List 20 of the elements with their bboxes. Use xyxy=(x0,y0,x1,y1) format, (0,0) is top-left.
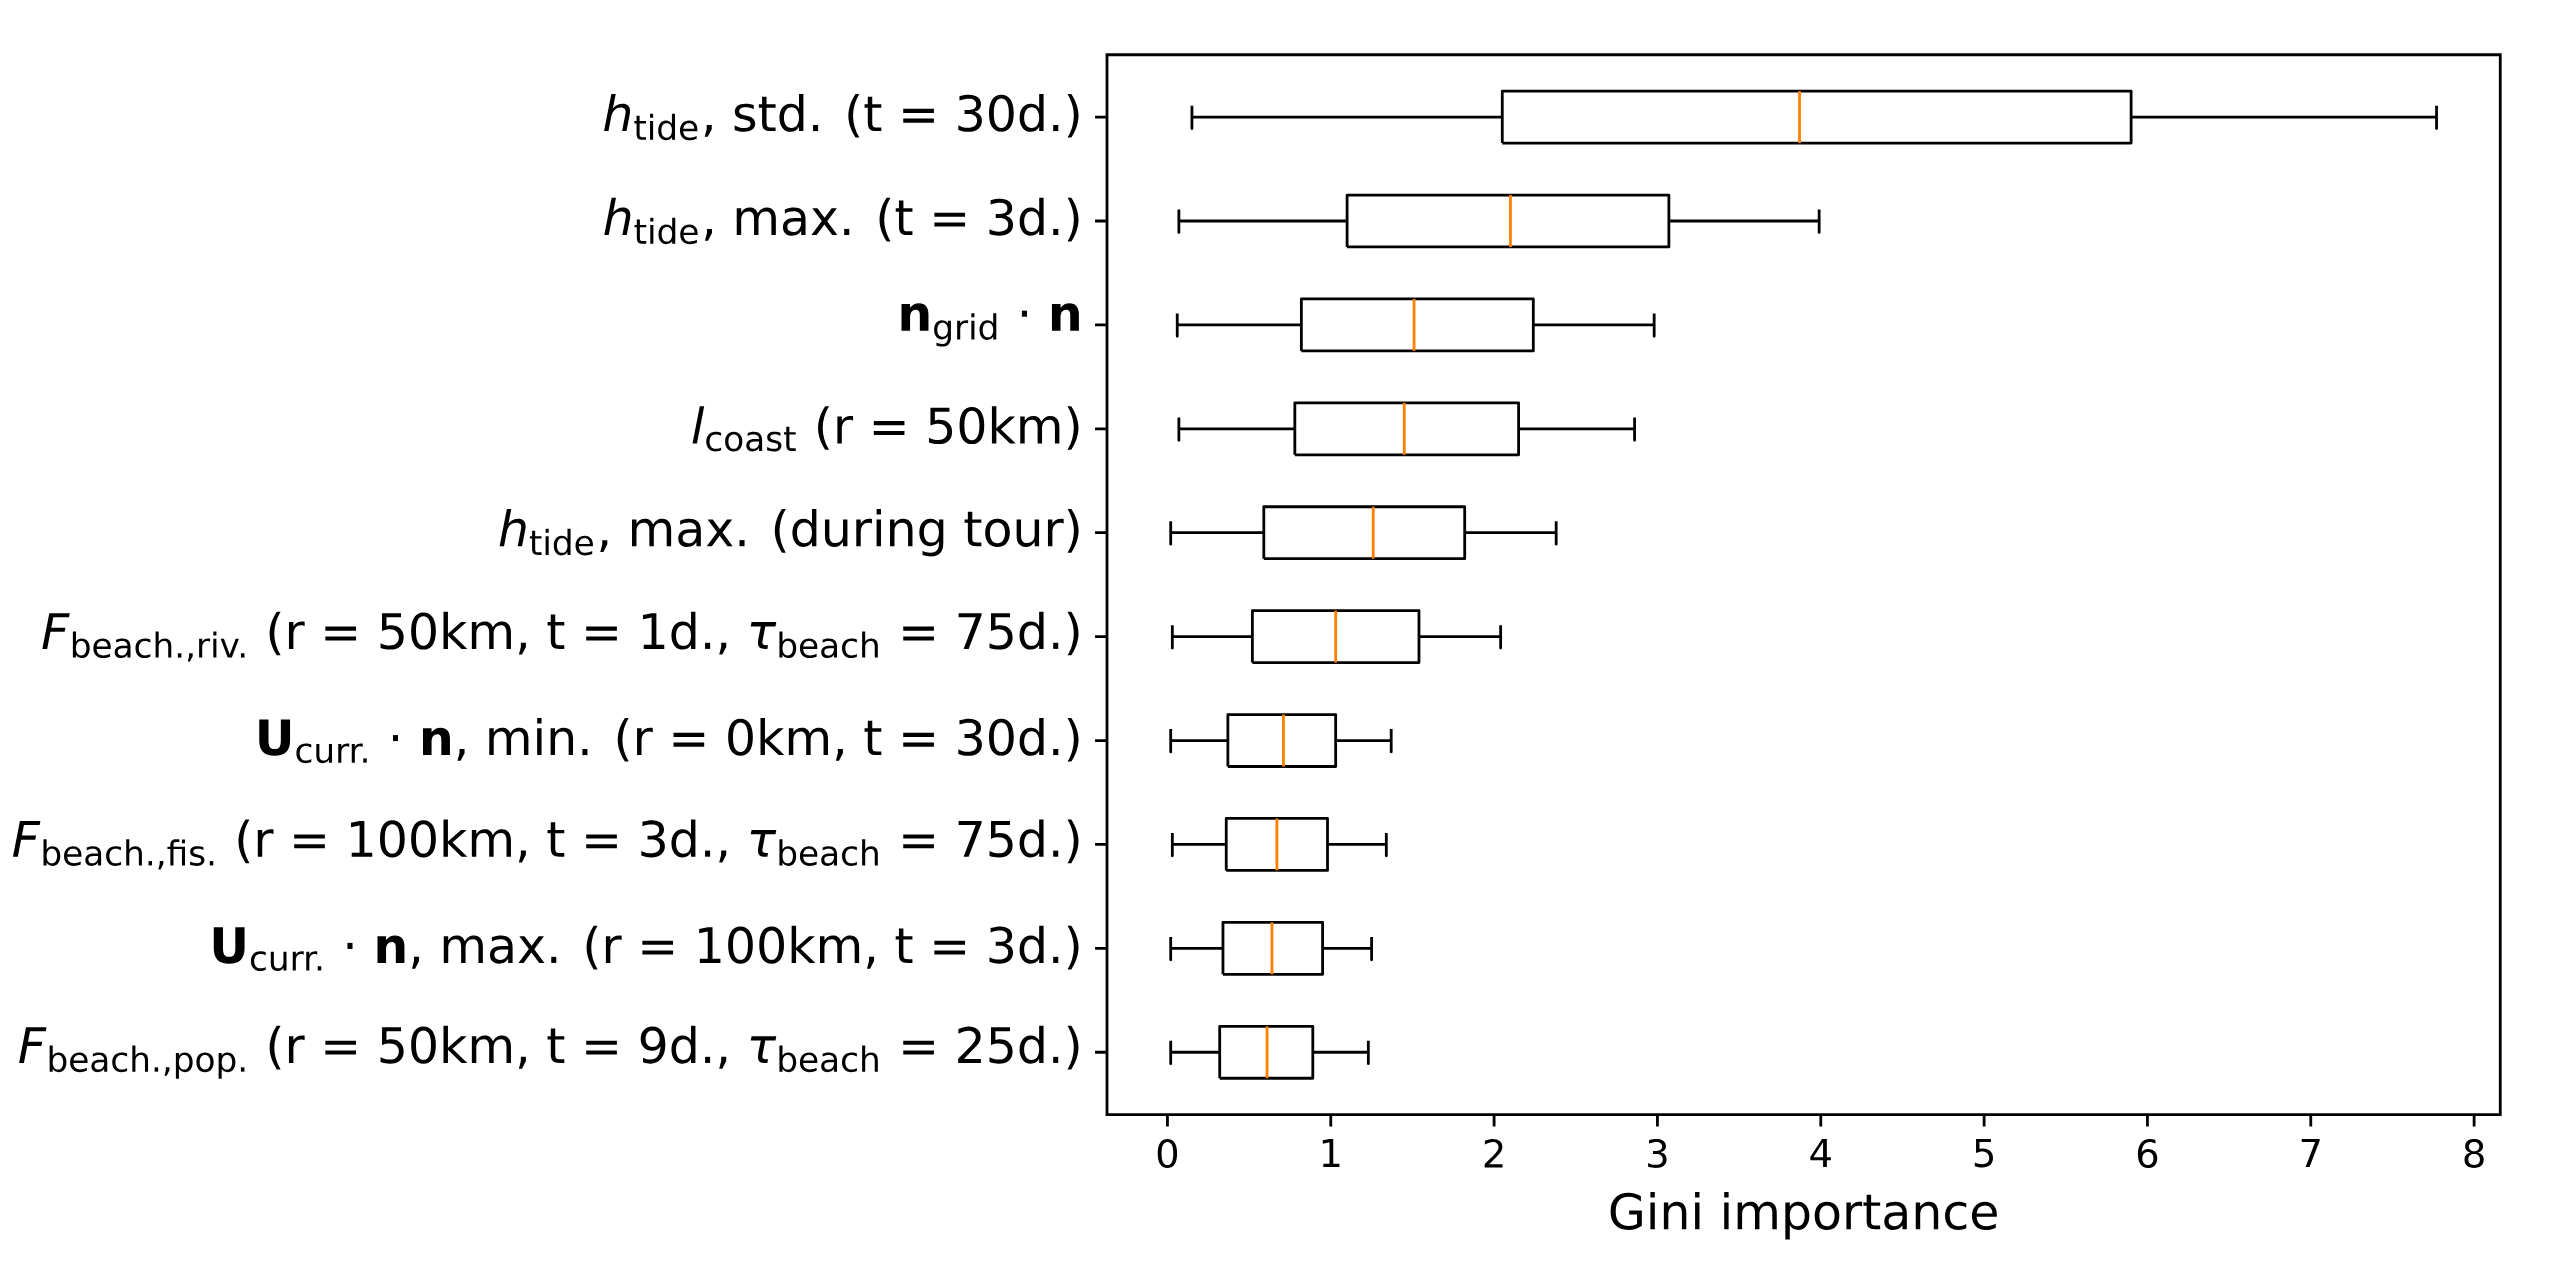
x-tick-label: 4 xyxy=(1810,1138,1831,1168)
x-tick-label: 5 xyxy=(1974,1138,1993,1168)
y-tick-label: F$_{beach.,fis.}$ (r = 100km, t = 3d., τ$_{beach}$ = 75d.) xyxy=(12,819,1079,870)
y-tick-label: l$_{coast}$ (r = 50km) xyxy=(692,406,1079,452)
x-tick-label: 6 xyxy=(2137,1138,2158,1169)
x-tick-label: 7 xyxy=(2301,1138,2320,1168)
x-tick-label: 2 xyxy=(1484,1138,1503,1168)
y-tick-label: h$_{tide}$, std. (t = 30d.) xyxy=(604,93,1079,141)
y-tick-label: n$_{grid}$ · n xyxy=(901,303,1079,347)
y-tick-label: h$_{tide}$, max. (during tour) xyxy=(499,509,1079,557)
y-tick-label: h$_{tide}$, max. (t = 3d.) xyxy=(604,197,1079,245)
y-tick-label: U$_{curr.}$ · n, max. (r = 100km, t = 3d.) xyxy=(213,925,1079,972)
x-tick-label: 8 xyxy=(2464,1138,2484,1169)
y-tick-label: F$_{beach.,pop.}$ (r = 50km, t = 9d., τ$_{beach}$ = 25d.) xyxy=(19,1025,1079,1079)
x-tick-label: 0 xyxy=(1157,1138,1178,1169)
y-tick-label: F$_{beach.,riv.}$ (r = 50km, t = 1d., τ$_{beach}$ = 75d.) xyxy=(42,611,1079,662)
x-tick-label: 1 xyxy=(1322,1138,1340,1168)
y-tick-label: U$_{curr.}$ · n, min. (r = 0km, t = 30d.) xyxy=(259,717,1079,764)
x-tick-label: 3 xyxy=(1648,1138,1667,1169)
x-axis-title: Gini importance xyxy=(1610,1192,1997,1240)
